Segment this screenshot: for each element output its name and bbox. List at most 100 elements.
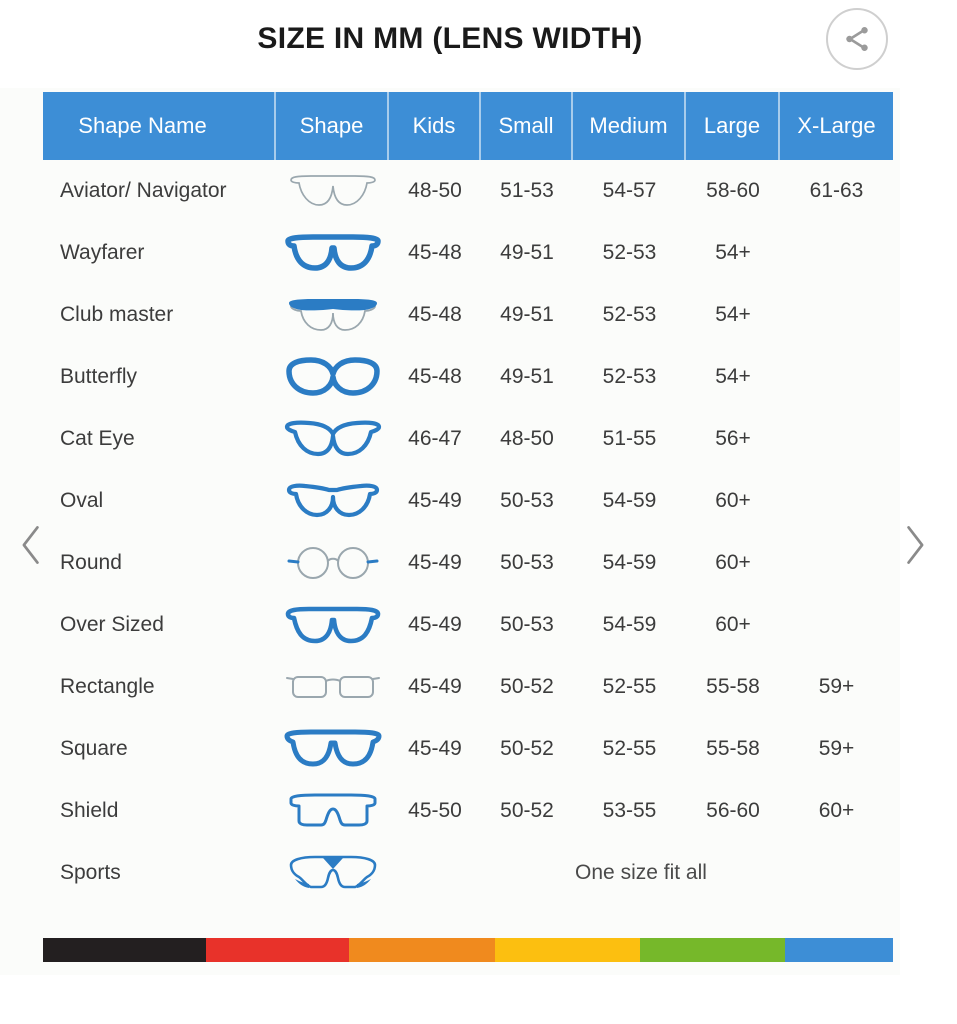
table-row[interactable]: Round 45-49 50-53 54-59 60+ — [43, 532, 893, 594]
table-row[interactable]: Square 45-49 50-52 52-55 55-58 59+ — [43, 718, 893, 780]
table-row[interactable]: Rectangle 45-49 50-52 52-55 55-58 59+ — [43, 656, 893, 718]
title-bar: SIZE IN MM (LENS WIDTH) — [0, 0, 900, 88]
color-bar-segment-red — [206, 938, 349, 962]
cell-shape-icon — [276, 408, 389, 470]
table-row[interactable]: Wayfarer 45-48 49-51 52-53 54+ — [43, 222, 893, 284]
cell-medium: 52-55 — [602, 675, 657, 698]
column-header-medium[interactable]: Medium — [573, 92, 686, 160]
cell-large: 55-58 — [706, 675, 760, 698]
cell-shape-name: Club master — [60, 303, 174, 326]
cateye-glasses-icon — [283, 419, 383, 459]
cell-small: 50-52 — [500, 675, 554, 698]
size-table: Shape Name Shape Kids Small Medium Large… — [43, 92, 893, 904]
column-header-xlarge[interactable]: X-Large — [797, 113, 876, 138]
cell-medium: 54-59 — [602, 551, 657, 574]
cell-large: 56+ — [715, 427, 751, 450]
cell-shape-name: Oval — [60, 489, 104, 512]
cell-medium: 54-57 — [602, 179, 657, 202]
cell-medium: 54-59 — [602, 613, 657, 636]
wayfarer-glasses-icon — [283, 233, 383, 273]
cell-small: 49-51 — [500, 241, 554, 264]
cell-shape-icon — [276, 470, 389, 532]
cell-kids: 45-49 — [408, 613, 462, 636]
cell-kids: 46-47 — [408, 427, 462, 450]
table-row[interactable]: Club master 45-48 49-51 52-53 54+ — [43, 284, 893, 346]
table-row[interactable]: Oval 45-49 50-53 54-59 60+ — [43, 470, 893, 532]
cell-medium: 52-53 — [602, 365, 657, 388]
cell-medium: 52-55 — [602, 737, 657, 760]
round-glasses-icon — [283, 543, 383, 583]
cell-medium: 53-55 — [602, 799, 657, 822]
cell-xlarge — [780, 532, 893, 594]
shield-glasses-icon — [283, 791, 383, 831]
cell-large: 55-58 — [706, 737, 760, 760]
cell-xlarge: 61-63 — [809, 179, 864, 202]
cell-small: 49-51 — [500, 365, 554, 388]
cell-large: 60+ — [715, 489, 751, 512]
chevron-right-icon — [897, 522, 931, 568]
cell-kids: 45-49 — [408, 489, 462, 512]
cell-kids: 45-50 — [408, 799, 462, 822]
share-button[interactable] — [826, 8, 888, 70]
cell-large: 54+ — [715, 303, 751, 326]
cell-kids: 45-49 — [408, 675, 462, 698]
cell-xlarge: 60+ — [818, 799, 855, 822]
table-row[interactable]: Shield 45-50 50-52 53-55 56-60 60+ — [43, 780, 893, 842]
clubmaster-glasses-icon — [283, 295, 383, 335]
color-bar-segment-green — [640, 938, 785, 962]
table-row[interactable]: Aviator/ Navigator 48-50 51-53 54-57 58-60 61… — [43, 160, 893, 222]
column-header-large[interactable]: Large — [686, 92, 780, 160]
cell-shape-name: Rectangle — [60, 675, 155, 698]
cell-shape-name: Round — [60, 551, 122, 574]
column-header-shape[interactable]: Shape — [276, 92, 389, 160]
cell-shape-name: Aviator/ Navigator — [60, 179, 227, 202]
color-bar-segment-black — [43, 938, 206, 962]
butterfly-glasses-icon — [283, 357, 383, 397]
aviator-glasses-icon — [283, 171, 383, 211]
cell-medium: 54-59 — [602, 489, 657, 512]
cell-xlarge: 59+ — [818, 675, 855, 698]
table-row[interactable]: Over Sized 45-49 50-53 54-59 60+ — [43, 594, 893, 656]
cell-small: 50-53 — [500, 613, 554, 636]
column-header-shape-name[interactable]: Shape Name — [43, 92, 276, 160]
cell-shape-name: Butterfly — [60, 365, 138, 388]
prev-arrow-button[interactable] — [4, 515, 60, 575]
cell-shape-icon — [276, 594, 389, 656]
cell-shape-name: Over Sized — [60, 613, 164, 636]
cell-shape-icon — [276, 284, 389, 346]
cell-shape-icon — [276, 656, 389, 718]
cell-kids: 45-49 — [408, 737, 462, 760]
share-icon — [842, 24, 872, 54]
cell-shape-name: Wayfarer — [60, 241, 145, 264]
cell-small: 48-50 — [500, 427, 554, 450]
cell-xlarge — [780, 408, 893, 470]
table-row[interactable]: Butterfly 45-48 49-51 52-53 54+ — [43, 346, 893, 408]
color-bar-segment-blue — [785, 938, 893, 962]
cell-shape-name: Shield — [60, 799, 119, 822]
cell-small: 49-51 — [500, 303, 554, 326]
cell-kids: 45-48 — [408, 365, 462, 388]
cell-large: 54+ — [715, 365, 751, 388]
cell-xlarge — [780, 222, 893, 284]
cell-xlarge — [780, 470, 893, 532]
color-bar-segment-orange — [349, 938, 495, 962]
table-row[interactable]: Cat Eye 46-47 48-50 51-55 56+ — [43, 408, 893, 470]
cell-shape-name: Cat Eye — [60, 427, 135, 450]
cell-small: 51-53 — [500, 179, 554, 202]
cell-large: 54+ — [715, 241, 751, 264]
cell-small: 50-52 — [500, 799, 554, 822]
cell-shape-icon — [276, 718, 389, 780]
column-header-kids[interactable]: Kids — [389, 92, 481, 160]
oval-glasses-icon — [283, 481, 383, 521]
column-header-small[interactable]: Small — [481, 92, 573, 160]
cell-shape-name: Sports — [60, 861, 121, 884]
cell-large: 58-60 — [706, 179, 760, 202]
cell-xlarge — [780, 284, 893, 346]
cell-xlarge — [780, 346, 893, 408]
color-bar — [43, 938, 893, 962]
next-arrow-button[interactable] — [886, 515, 942, 575]
cell-kids: 45-49 — [408, 551, 462, 574]
table-row[interactable]: Sports One size fit all — [43, 842, 893, 904]
cell-shape-name: Square — [60, 737, 128, 760]
cell-medium: 52-53 — [602, 241, 657, 264]
